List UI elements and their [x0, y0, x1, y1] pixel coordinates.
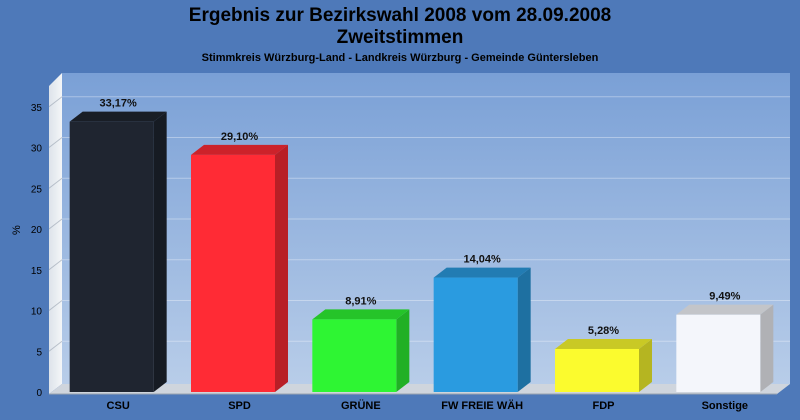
data-label: 5,28% — [588, 325, 619, 337]
bar-fdp — [555, 338, 652, 392]
bar-top — [191, 144, 288, 155]
bar-csu — [69, 111, 167, 393]
bar-side — [396, 309, 410, 392]
y-tick-label: 25 — [31, 184, 43, 195]
chart-header: Ergebnis zur Bezirkswahl 2008 vom 28.09.… — [0, 0, 800, 65]
data-label: 8,91% — [345, 295, 376, 307]
bar-gr-ne — [312, 309, 410, 392]
bar-top — [676, 304, 774, 315]
bar-side — [153, 111, 167, 393]
data-label: 14,04% — [464, 254, 502, 266]
bar — [312, 319, 397, 392]
chart-caption: Stimmkreis Würzburg-Land - Landkreis Wür… — [201, 52, 599, 64]
bar — [433, 277, 518, 392]
bar-spd — [191, 144, 288, 392]
y-tick-label: 20 — [31, 225, 43, 236]
gridline-side — [48, 300, 63, 311]
gridline-side — [48, 340, 63, 352]
x-tick-label: GRÜNE — [341, 399, 381, 412]
chart-title: Ergebnis zur Bezirkswahl 2008 vom 28.09.… — [188, 5, 612, 26]
bar-top — [312, 309, 410, 320]
bar — [555, 348, 639, 392]
x-tick-label: SPD — [228, 400, 251, 412]
gridline-side — [48, 96, 63, 108]
y-tick-label: 30 — [31, 144, 43, 155]
gridline-side — [48, 259, 63, 271]
bar-top — [69, 111, 167, 122]
bar — [676, 314, 761, 392]
y-tick-label: 10 — [31, 307, 43, 318]
y-tick-label: 0 — [36, 388, 42, 399]
x-tick-label: CSU — [107, 400, 130, 412]
plot-side-wall — [49, 73, 62, 394]
bar-top — [555, 338, 652, 349]
y-tick-label: 15 — [31, 266, 43, 277]
gridline-side — [48, 137, 63, 148]
x-tick-label: FDP — [593, 400, 615, 412]
bar-top — [433, 267, 531, 278]
bar-side — [275, 144, 288, 392]
bar — [69, 121, 154, 393]
y-tick-label: 35 — [31, 103, 43, 114]
gridline-side — [48, 177, 63, 189]
gridline-side — [48, 218, 63, 230]
bar-side — [639, 338, 652, 392]
bar-side — [517, 267, 531, 392]
data-label: 9,49% — [709, 291, 740, 303]
bar — [191, 154, 275, 392]
data-label: 33,17% — [100, 98, 138, 110]
data-label: 29,10% — [221, 131, 259, 143]
x-tick-label: Sonstige — [702, 400, 748, 412]
bar-fw-freie-w-h — [433, 267, 531, 392]
y-axis-label: % — [11, 225, 23, 235]
x-tick-label: FW FREIE WÄH — [441, 399, 523, 412]
chart-subtitle: Zweitstimmen — [336, 27, 464, 48]
bar-sonstige — [676, 304, 774, 392]
y-tick-label: 5 — [36, 347, 42, 358]
bar-side — [760, 304, 774, 392]
